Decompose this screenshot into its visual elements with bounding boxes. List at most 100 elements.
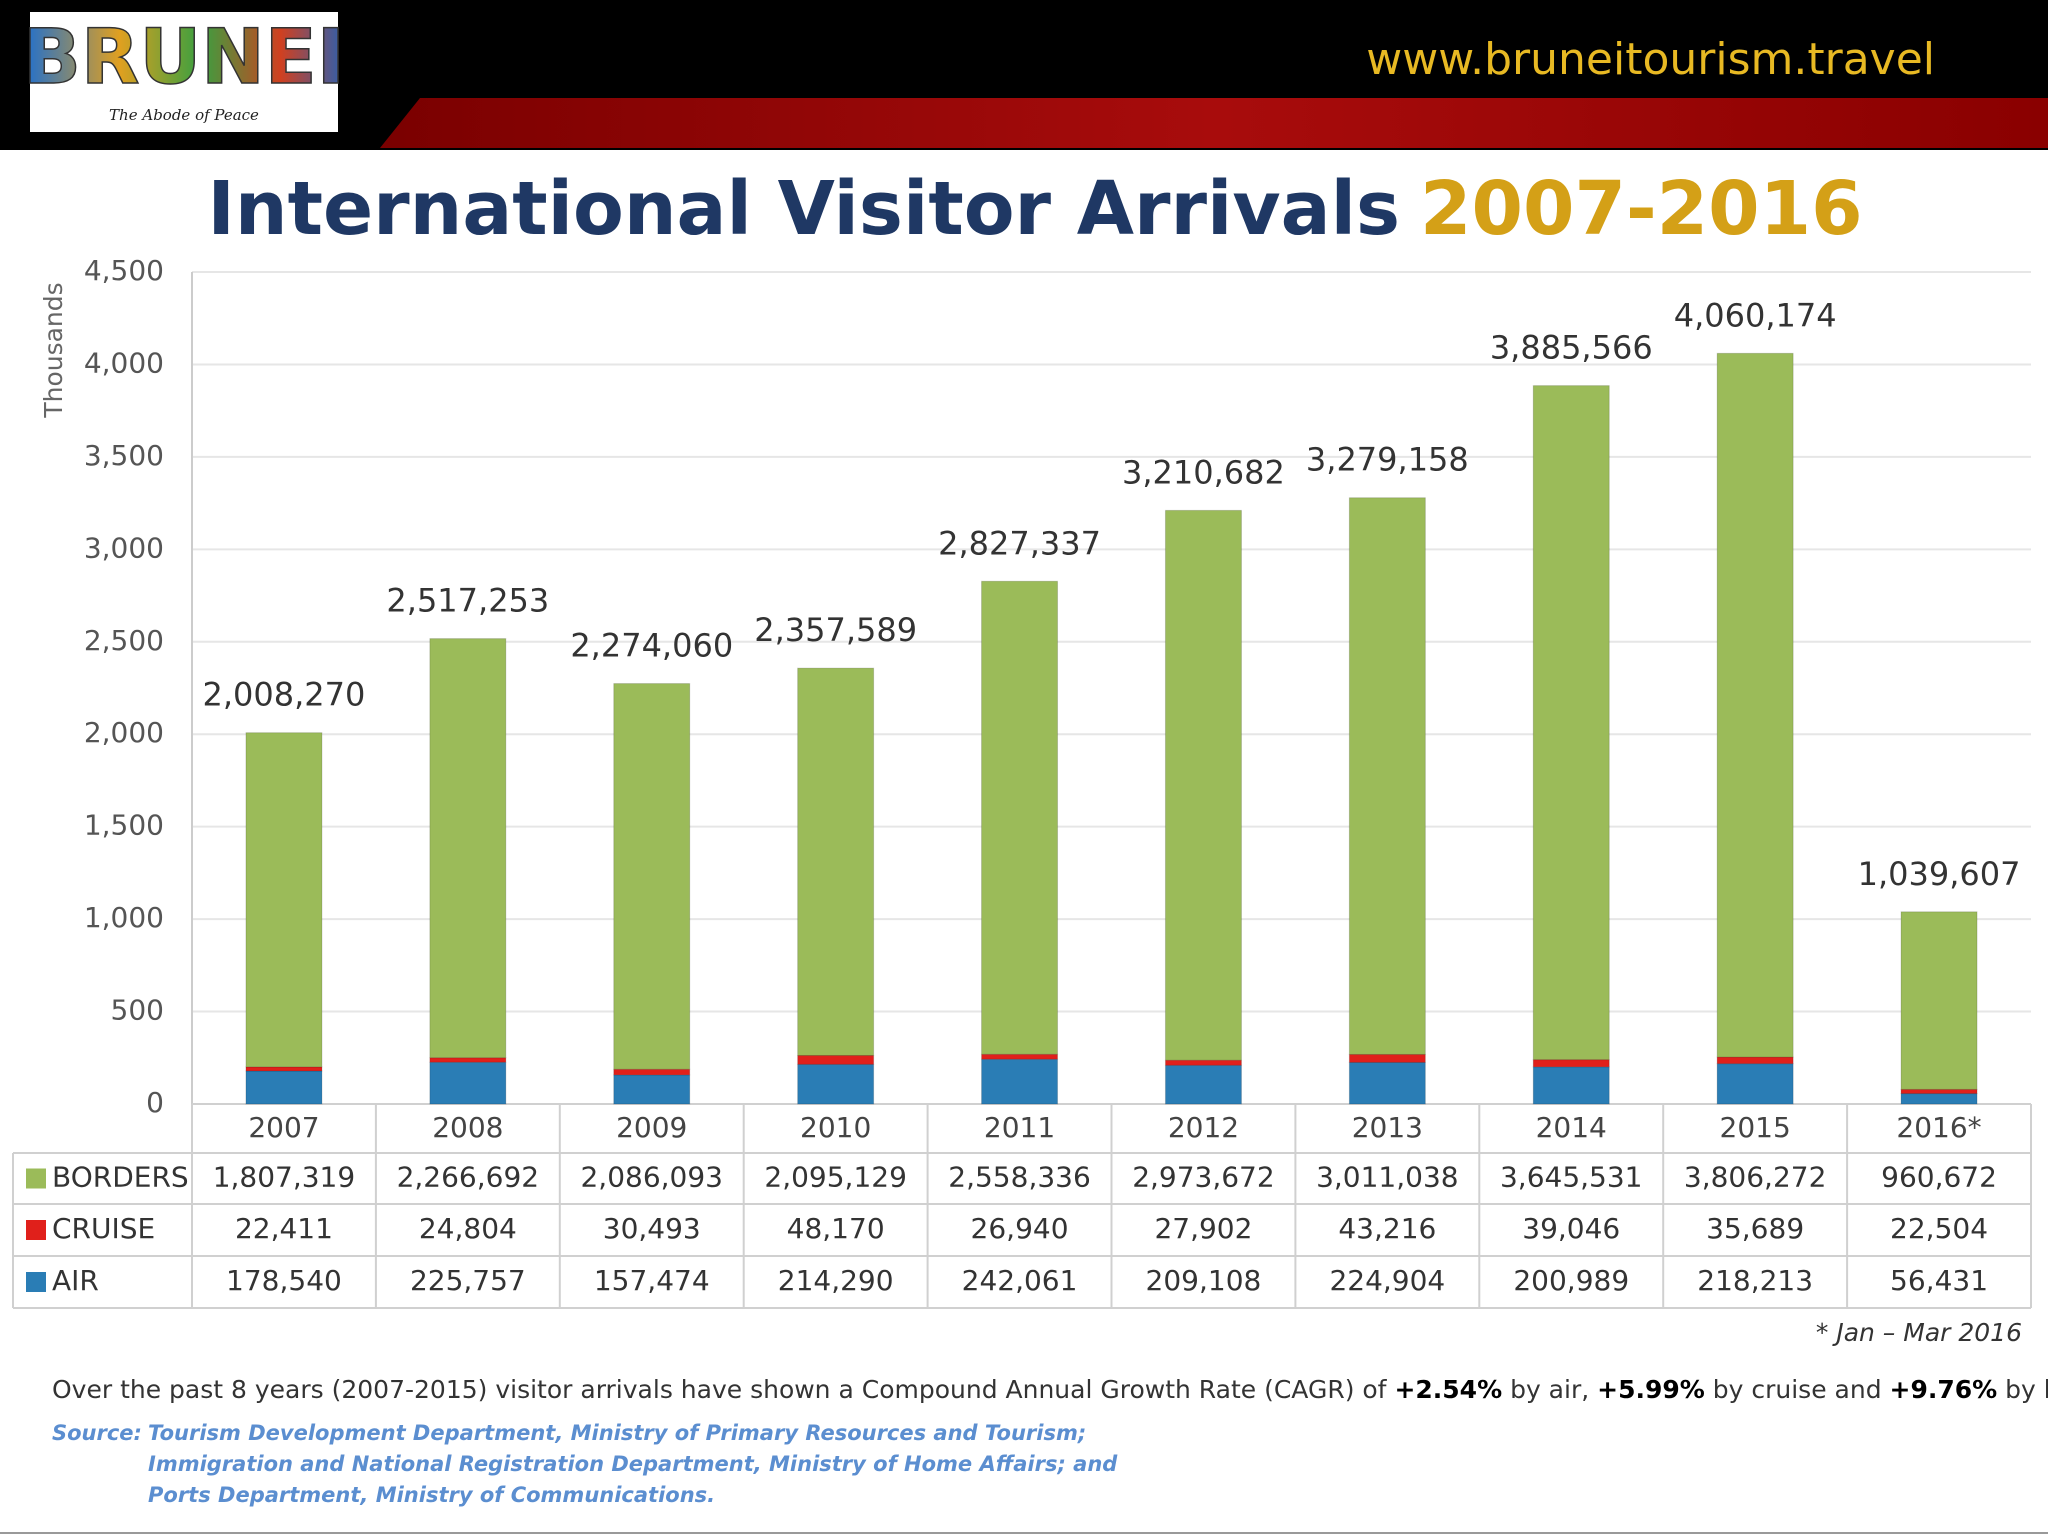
logo-box	[30, 12, 338, 132]
table-cell: 214,290	[778, 1264, 894, 1297]
table-cell: 22,504	[1890, 1212, 1988, 1245]
logo-tagline: The Abode of Peace	[109, 106, 259, 124]
summary-part: +2.54%	[1394, 1375, 1502, 1404]
bar-segment	[1716, 352, 1794, 1058]
total-label: 3,210,682	[1122, 453, 1285, 491]
y-tick-label: 3,000	[84, 531, 164, 564]
title-main: International Visitor Arrivals	[207, 166, 1400, 252]
table-cell: 2,558,336	[948, 1161, 1091, 1194]
summary-part: +5.99%	[1597, 1375, 1705, 1404]
summary-part: by air,	[1502, 1375, 1597, 1404]
bar-segment	[1716, 1063, 1794, 1105]
table-cell: 209,108	[1146, 1264, 1262, 1297]
source-line: Tourism Development Department, Ministry…	[148, 1421, 1086, 1445]
source-line: Ports Department, Ministry of Communicat…	[148, 1483, 715, 1507]
total-label: 2,517,253	[386, 582, 549, 620]
summary-part: by cruise and	[1705, 1375, 1890, 1404]
table-cell: 2,266,692	[397, 1161, 540, 1194]
bar-segment	[613, 1074, 691, 1105]
table-cell: 30,493	[603, 1212, 701, 1245]
bar-segment	[1900, 1088, 1978, 1095]
table-cell: 35,689	[1706, 1212, 1804, 1245]
y-tick-label: 500	[111, 994, 164, 1027]
header-red-band	[380, 98, 2048, 148]
table-cell: 157,474	[594, 1264, 710, 1297]
bar-segment	[1900, 1093, 1978, 1105]
legend-swatch	[26, 1272, 46, 1292]
summary: Over the past 8 years (2007-2015) visito…	[52, 1375, 2048, 1404]
total-label: 1,039,607	[1858, 855, 2021, 893]
bar-segment	[613, 683, 691, 1070]
bar-segment	[797, 1063, 875, 1105]
table-cell: 48,170	[787, 1212, 885, 1245]
table-cell: 27,902	[1154, 1212, 1252, 1245]
y-tick-label: 2,500	[84, 624, 164, 657]
chart-title: International Visitor Arrivals 2007-2016	[207, 166, 1862, 252]
table-cell: 1,807,319	[213, 1161, 356, 1194]
total-label: 3,279,158	[1306, 441, 1469, 479]
summary-part: by border.	[1997, 1375, 2048, 1404]
table-cell: 56,431	[1890, 1264, 1988, 1297]
x-tick-label: 2013	[1352, 1111, 1423, 1144]
x-tick-label: 2015	[1720, 1111, 1791, 1144]
bar-segment	[429, 638, 507, 1059]
table-cell: 242,061	[962, 1264, 1078, 1297]
logo: BRUNEI	[23, 12, 345, 101]
bar-segment	[1348, 1061, 1426, 1105]
y-tick-label: 3,500	[84, 439, 164, 472]
table-cell: 22,411	[235, 1212, 333, 1245]
bar-segment	[1164, 1064, 1242, 1105]
x-tick-label: 2011	[984, 1111, 1055, 1144]
bar-segment	[613, 1068, 691, 1076]
table-cell: 960,672	[1881, 1161, 1997, 1194]
bar-segment	[429, 1057, 507, 1063]
table-cell: 24,804	[419, 1212, 517, 1245]
table-cell: 3,645,531	[1500, 1161, 1643, 1194]
bar-segment	[245, 732, 323, 1068]
table-cell: 3,806,272	[1684, 1161, 1827, 1194]
x-tick-label: 2008	[432, 1111, 503, 1144]
bar-segment	[1164, 1059, 1242, 1066]
table-cell: 218,213	[1697, 1264, 1813, 1297]
summary-part: +9.76%	[1890, 1375, 1998, 1404]
table-cell: 2,086,093	[580, 1161, 723, 1194]
bar-segment	[1716, 1056, 1794, 1065]
total-label: 2,274,060	[570, 627, 733, 665]
y-tick-label: 2,000	[84, 716, 164, 749]
total-label: 2,827,337	[938, 524, 1101, 562]
table-cell: 3,011,038	[1316, 1161, 1459, 1194]
legend-label: CRUISE	[52, 1212, 155, 1245]
bar-segment	[1900, 911, 1978, 1090]
bar-segment	[1164, 509, 1242, 1061]
table-cell: 178,540	[226, 1264, 342, 1297]
y-tick-label: 1,000	[84, 901, 164, 934]
legend-swatch	[26, 1168, 46, 1189]
title-years: 2007-2016	[1420, 166, 1863, 252]
bar-segment	[1532, 385, 1610, 1061]
x-tick-label: 2012	[1168, 1111, 1239, 1144]
bar-segment	[245, 1070, 323, 1105]
url: www.bruneitourism.travel	[1366, 34, 1935, 85]
footnote: * Jan – Mar 2016	[1816, 1318, 2022, 1347]
y-axis-title: Thousands	[39, 282, 68, 418]
legend-label: AIR	[52, 1264, 99, 1297]
bar-segment	[797, 667, 875, 1056]
y-tick-label: 4,500	[84, 254, 164, 287]
y-tick-label: 0	[146, 1086, 164, 1119]
total-label: 2,357,589	[754, 611, 917, 649]
source-label: Source:	[52, 1421, 142, 1445]
legend-label: BORDERS	[52, 1161, 189, 1194]
x-tick-label: 2010	[800, 1111, 871, 1144]
table-cell: 26,940	[971, 1212, 1069, 1245]
bar-segment	[1532, 1059, 1610, 1068]
bar-segment	[981, 580, 1059, 1055]
bar-segment	[1532, 1066, 1610, 1105]
table-cell: 225,757	[410, 1264, 526, 1297]
source-line: Immigration and National Registration De…	[148, 1452, 1118, 1476]
x-tick-label: 2016*	[1896, 1111, 1981, 1144]
table-cell: 200,989	[1513, 1264, 1629, 1297]
bar-segment	[797, 1054, 875, 1065]
bar-segment	[245, 1066, 323, 1072]
x-tick-label: 2007	[248, 1111, 319, 1144]
